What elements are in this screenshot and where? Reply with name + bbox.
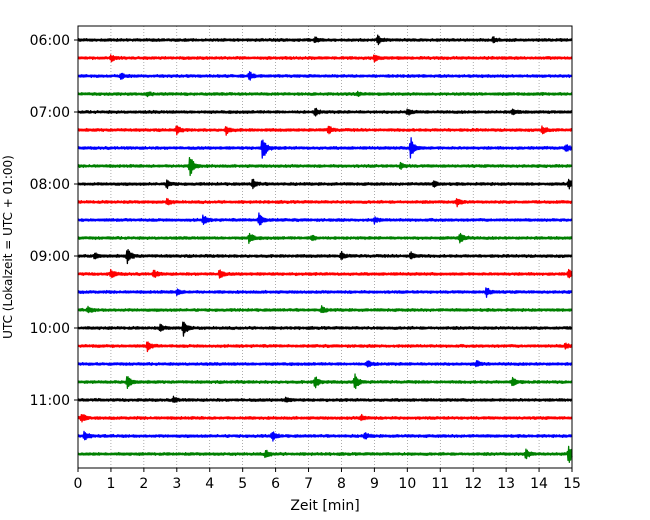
x-tick-label: 6 xyxy=(271,476,280,492)
x-tick-label: 0 xyxy=(74,476,83,492)
seismic-trace xyxy=(77,249,573,265)
seismic-trace xyxy=(77,413,573,423)
x-tick-label: 13 xyxy=(497,476,515,492)
y-tick-label: 10:00 xyxy=(30,321,70,337)
y-tick-label: 11:00 xyxy=(30,393,70,409)
seismic-trace xyxy=(77,341,573,353)
x-axis-label: Zeit [min] xyxy=(290,498,359,514)
seismic-trace xyxy=(77,395,573,404)
x-tick-label: 10 xyxy=(398,476,416,492)
x-tick-label: 5 xyxy=(238,476,247,492)
y-tick-label: 07:00 xyxy=(30,105,70,121)
x-tick-label: 11 xyxy=(431,476,449,492)
seismic-trace xyxy=(77,156,573,177)
x-tick-label: 14 xyxy=(530,476,548,492)
seismic-trace xyxy=(77,305,573,314)
seismic-trace xyxy=(77,373,573,390)
x-tick-label: 3 xyxy=(172,476,181,492)
y-axis-ticks: 06:00 07:00 08:00 09:00 10:00 11:00 xyxy=(30,33,78,409)
seismic-trace xyxy=(77,125,573,136)
seismic-trace xyxy=(77,287,573,298)
y-tick-label: 09:00 xyxy=(30,249,70,265)
seismic-trace xyxy=(77,197,573,208)
x-axis-ticks: 0 1 2 3 4 5 6 7 8 9 10 11 12 13 14 15 xyxy=(74,468,581,492)
seismic-trace xyxy=(77,90,573,98)
seismic-trace xyxy=(77,430,573,442)
y-tick-label: 08:00 xyxy=(30,177,70,193)
x-tick-label: 1 xyxy=(106,476,115,492)
seismic-trace xyxy=(77,178,573,190)
seismic-trace xyxy=(77,232,573,244)
y-tick-label: 06:00 xyxy=(30,33,70,49)
plot-frame xyxy=(77,25,573,469)
x-tick-label: 7 xyxy=(304,476,313,492)
seismic-traces xyxy=(77,34,573,463)
x-tick-label: 4 xyxy=(205,476,214,492)
seismic-trace xyxy=(77,212,573,226)
seismic-trace xyxy=(77,71,573,81)
seismic-trace xyxy=(77,360,573,368)
x-tick-label: 8 xyxy=(337,476,346,492)
seismic-trace xyxy=(77,54,573,63)
x-tick-label: 2 xyxy=(139,476,148,492)
seismic-trace xyxy=(77,445,573,463)
seismic-trace xyxy=(77,321,573,337)
seismic-trace xyxy=(77,34,573,46)
seismic-trace xyxy=(77,268,573,279)
y-axis-label: UTC (Lokalzeit = UTC + 01:00) xyxy=(1,155,15,339)
x-tick-label: 9 xyxy=(370,476,379,492)
x-tick-label: 12 xyxy=(464,476,482,492)
x-tick-label: 15 xyxy=(563,476,581,492)
seismic-trace xyxy=(77,107,573,117)
seismic-trace xyxy=(77,137,573,159)
